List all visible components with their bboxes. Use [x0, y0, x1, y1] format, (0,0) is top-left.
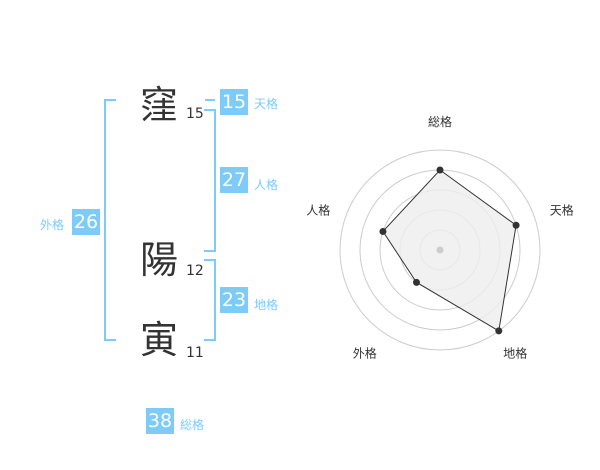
- radar-point: [379, 227, 387, 235]
- soukaku-value: 38: [146, 408, 174, 434]
- tenkaku-bracket: [205, 99, 215, 101]
- radar-axis-label: 総格: [428, 114, 452, 129]
- tenkaku-value: 15: [220, 89, 248, 115]
- tenkaku-label: 天格: [254, 97, 279, 111]
- radar-area: [382, 169, 517, 332]
- gaikaku-value: 26: [72, 209, 100, 235]
- gaikaku-label: 外格: [40, 218, 65, 232]
- radar-axis-label: 人格: [306, 202, 330, 217]
- radar-point: [412, 278, 420, 286]
- jinkaku-bracket: [204, 109, 216, 252]
- jinkaku-label: 人格: [254, 178, 279, 192]
- stroke-count-1: 15: [186, 106, 204, 122]
- name-char-3: 寅: [140, 318, 179, 362]
- radar-center: [436, 246, 444, 254]
- gaikaku-bracket: [104, 99, 116, 341]
- radar-axis-label: 天格: [550, 202, 574, 217]
- radar-point: [512, 221, 520, 229]
- radar-point: [436, 166, 444, 174]
- stroke-count-2: 12: [186, 263, 204, 279]
- name-char-1: 窪: [140, 83, 179, 127]
- radar-axis-label: 地格: [503, 346, 527, 361]
- radar-axis-label: 外格: [353, 346, 377, 361]
- chikaku-bracket: [204, 259, 216, 341]
- soukaku-label: 総格: [180, 418, 205, 432]
- radar-ring: [339, 149, 541, 351]
- name-char-2: 陽: [140, 238, 179, 282]
- chikaku-label: 地格: [254, 298, 279, 312]
- radar-point: [495, 327, 503, 335]
- chikaku-value: 23: [220, 287, 248, 313]
- jinkaku-value: 27: [220, 167, 248, 193]
- stroke-count-3: 11: [186, 345, 204, 361]
